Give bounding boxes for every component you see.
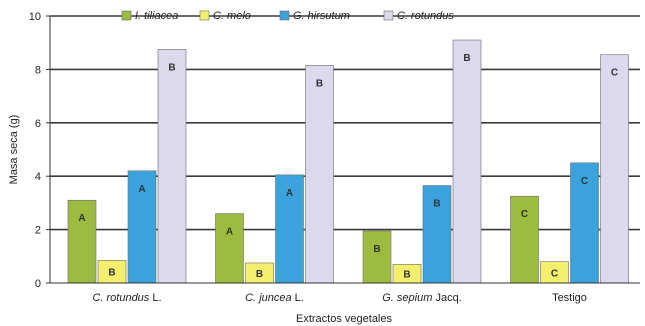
x-category-label-italic: C. juncea — [245, 292, 291, 304]
x-category-label: G. sepium Jacq. — [382, 292, 462, 304]
bar-significance-label: B — [256, 269, 263, 280]
bar — [452, 39, 482, 284]
bar — [275, 174, 304, 284]
x-category-label: C. juncea L. — [245, 292, 304, 304]
legend-label: G. hirsutum — [293, 10, 350, 22]
legend-label: I. tiliacea — [135, 10, 178, 22]
bar — [127, 170, 157, 284]
legend-swatch — [121, 10, 132, 21]
legend-swatch — [279, 10, 290, 21]
bar — [510, 195, 539, 284]
x-category-label-plain: L. — [149, 292, 161, 304]
bar-significance-label: B — [403, 270, 410, 281]
bar — [305, 65, 334, 284]
y-tick-label: 0 — [35, 278, 41, 290]
bar — [362, 230, 392, 284]
x-category-label-italic: C. rotundus — [92, 292, 149, 304]
legend-label: C. rotundus — [397, 10, 454, 22]
bar-significance-label: B — [373, 244, 380, 255]
bar — [600, 54, 629, 284]
bar-significance-label: A — [286, 188, 293, 199]
x-category-label-italic: G. sepium — [382, 292, 432, 304]
bar-significance-label: A — [226, 227, 233, 238]
y-tick-label: 4 — [35, 171, 41, 183]
y-tick-label: 8 — [35, 64, 41, 76]
bar-significance-label: C — [611, 68, 618, 79]
bar — [157, 49, 187, 284]
x-category-label-plain: Testigo — [552, 292, 587, 304]
bar — [570, 162, 599, 284]
bar-significance-label: B — [316, 78, 323, 89]
legend: I. tiliacea C. melo G. hirsutum C. rotundus — [121, 10, 454, 22]
x-axis-label: Extractos vegetales — [296, 313, 392, 325]
legend-swatch — [383, 10, 394, 21]
x-category-label: Testigo — [552, 292, 587, 304]
legend-swatch — [199, 10, 210, 21]
legend-label: C. melo — [213, 10, 251, 22]
x-category-label: C. rotundus L. — [92, 292, 161, 304]
bar-significance-label: A — [78, 213, 85, 224]
bar-significance-label: C — [581, 176, 588, 187]
bar-significance-label: B — [168, 62, 175, 73]
bar-significance-label: A — [138, 184, 145, 195]
y-tick-label: 6 — [35, 118, 41, 130]
bar — [215, 213, 244, 284]
bars-group: A B A B A B A B B B B B C C C C — [67, 39, 629, 284]
bar-significance-label: C — [551, 268, 558, 279]
bar-significance-label: B — [463, 53, 470, 64]
y-axis-label: Masa seca (g) — [8, 115, 20, 185]
bar — [422, 185, 452, 284]
bar — [67, 199, 97, 284]
x-category-label-plain: Jacq. — [432, 292, 461, 304]
bar-significance-label: C — [521, 209, 528, 220]
y-tick-label: 10 — [29, 11, 41, 23]
y-tick-label: 2 — [35, 225, 41, 237]
bar-significance-label: B — [433, 199, 440, 210]
x-category-label-plain: L. — [292, 292, 304, 304]
bar-significance-label: B — [108, 268, 115, 279]
